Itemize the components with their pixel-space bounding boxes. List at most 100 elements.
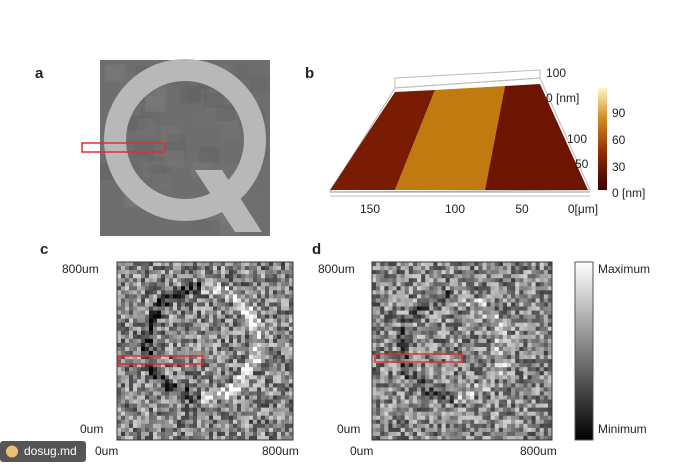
y-tick-label: 50 [575,157,589,171]
pixel [519,435,524,441]
pixel [543,334,549,340]
pixel [507,334,512,340]
pixel [141,330,146,336]
pixel [253,270,258,275]
pixel [117,338,122,344]
pixel [466,274,471,279]
pixel [205,419,210,425]
pixel [515,435,520,441]
pixel [380,342,385,348]
pixel [269,415,274,421]
pixel [523,399,528,404]
pixel [404,403,410,408]
pixel [117,274,122,279]
pixel [388,375,393,380]
pixel [253,306,258,311]
pixel [519,391,524,396]
pixel [523,330,528,336]
pixel [181,427,186,433]
pixel [153,302,158,307]
pixel [269,419,274,425]
pixel [277,346,282,352]
pixel [502,383,508,388]
pixel [519,298,524,303]
pixel [225,407,230,412]
pixel [396,423,401,429]
pixel [209,262,214,267]
pixel [417,282,422,287]
pixel [217,334,222,340]
pixel [384,270,389,275]
pixel [169,330,174,336]
pixel [225,342,230,348]
pixel [502,359,508,364]
pixel [181,290,186,295]
colorbar-tick-label: 0 [nm] [612,186,645,200]
pixel [125,411,130,417]
pixel [494,383,500,388]
pixel [490,278,496,283]
pixel [245,270,250,275]
pixel [535,363,541,368]
pixel [486,383,491,388]
pixel [441,270,446,275]
pixel [380,375,385,380]
pixel [408,318,414,323]
pixel [507,427,512,433]
pixel [462,330,467,336]
pixel [269,306,274,311]
pixel [169,274,174,279]
pixel [253,415,258,421]
pixel [153,326,158,332]
pixel [392,274,397,279]
pixel [149,334,154,340]
pixel [177,330,182,336]
pixel [445,290,451,295]
pixel [388,266,393,271]
pixel [376,363,381,368]
pixel [433,314,438,319]
pixel [265,367,270,372]
pixel [157,363,162,368]
pixel [205,395,210,400]
pixel [277,351,282,356]
pixel [181,318,186,323]
pixel [445,278,451,283]
pixel [421,355,426,360]
pixel [285,363,290,368]
pixel [213,403,218,408]
pixel [277,322,282,328]
pixel [269,383,274,388]
pixel [165,322,170,328]
pixel [376,407,381,412]
pixel [205,363,210,368]
pixel [388,383,393,388]
pixel [441,322,446,328]
pixel [543,294,549,299]
pixel [197,294,202,299]
pixel [441,306,446,311]
pixel [225,326,230,332]
pixel [462,375,467,380]
pixel [457,367,463,372]
pixel [498,403,504,408]
pixel [213,423,218,429]
pixel [527,326,532,332]
pixel [531,346,536,352]
pixel [145,334,150,340]
pixel [205,286,210,291]
pixel [289,351,294,356]
pixel [462,338,467,344]
pixel [265,338,270,344]
pixel [511,302,516,307]
pixel [392,355,397,360]
pixel [453,290,459,295]
pixel [273,314,278,319]
pixel [515,306,520,311]
pixel [149,294,154,299]
pixel [543,306,549,311]
pixel [531,411,536,417]
pixel [205,342,210,348]
pixel [261,403,266,408]
pixel [535,387,541,392]
